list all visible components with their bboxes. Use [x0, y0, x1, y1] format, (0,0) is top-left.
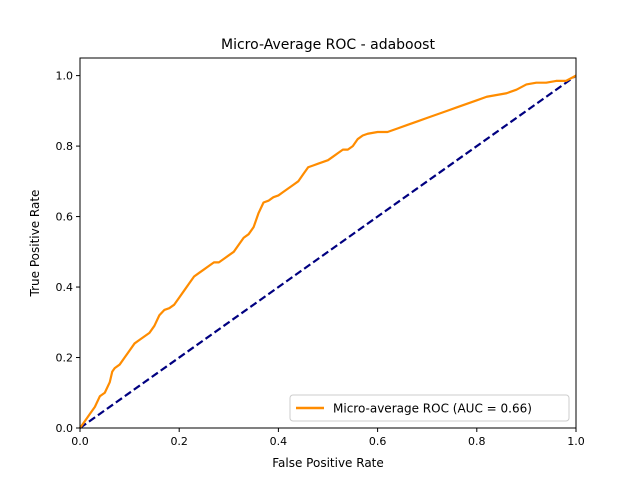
y-tick-label: 0.2	[56, 352, 74, 365]
x-tick-label: 0.0	[71, 435, 89, 448]
x-tick-label: 1.0	[567, 435, 585, 448]
y-tick-label: 0.4	[56, 281, 74, 294]
x-tick-label: 0.8	[468, 435, 486, 448]
y-tick-label: 0.6	[56, 211, 74, 224]
y-tick-label: 1.0	[56, 70, 74, 83]
x-tick-label: 0.6	[369, 435, 387, 448]
x-tick-label: 0.4	[270, 435, 288, 448]
plot-area	[80, 58, 576, 428]
x-tick-label: 0.2	[170, 435, 188, 448]
x-axis-label: False Positive Rate	[272, 456, 384, 470]
roc-curve-line	[79, 74, 577, 429]
chance-diagonal-line	[79, 74, 577, 429]
legend: Micro-average ROC (AUC = 0.66)	[289, 394, 570, 422]
y-tick-label: 0.8	[56, 140, 74, 153]
chart-title: Micro-Average ROC - adaboost	[221, 37, 435, 53]
x-axis-ticks: 0.0 0.2 0.4 0.6 0.8 1.0	[71, 428, 585, 448]
axes-frame	[79, 57, 577, 429]
y-tick-label: 0.0	[56, 422, 74, 435]
y-axis-ticks: 0.0 0.2 0.4 0.6 0.8 1.0	[56, 70, 80, 435]
legend-box	[289, 394, 570, 422]
y-axis-label: True Positive Rate	[28, 190, 42, 298]
legend-label-roc: Micro-average ROC (AUC = 0.66)	[333, 402, 532, 416]
series-layer	[79, 74, 577, 429]
